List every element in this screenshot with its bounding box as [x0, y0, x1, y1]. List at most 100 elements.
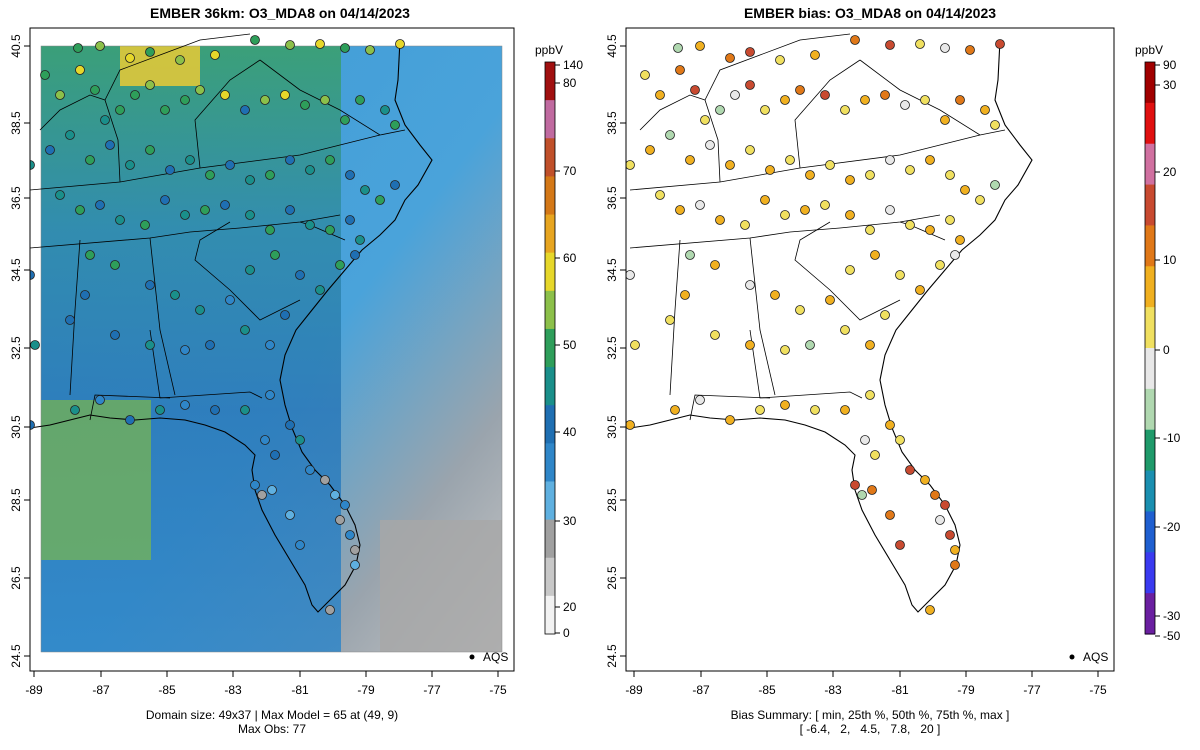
- right-map: -89 -87 -85 -83 -81 -79 -77 -75 40.5 38.5 36.5 34.…: [605, 27, 1115, 697]
- station-bias-marker: [825, 295, 835, 305]
- state-boundary: [194, 221, 301, 321]
- station-bias-marker: [820, 200, 830, 210]
- colorbar-swatch: [1145, 266, 1155, 308]
- station-bias-marker: [915, 39, 925, 49]
- station-bias-marker: [885, 40, 895, 50]
- colorbar-tick-label: -10: [1163, 431, 1181, 445]
- station-bias-marker: [805, 170, 815, 180]
- station-marker: [130, 90, 140, 100]
- colorbar-tick-label: 80: [563, 76, 577, 90]
- left-colorbar: ppbV 140 80 70 60 50 40 30 20 0: [535, 43, 583, 640]
- x-tick-label: -89: [25, 683, 43, 697]
- station-marker: [340, 115, 350, 125]
- colorbar-swatch: [1145, 307, 1155, 349]
- colorbar-swatch: [1145, 429, 1155, 472]
- left-map-title: EMBER 36km: O3_MDA8 on 04/14/2023: [150, 5, 410, 21]
- station-bias-marker: [675, 205, 685, 215]
- model-grey-ocean-patch: [380, 520, 502, 652]
- colorbar-tick-label: -20: [1163, 520, 1181, 534]
- station-bias-marker: [845, 210, 855, 220]
- station-marker: [280, 310, 290, 320]
- station-bias-marker: [925, 225, 935, 235]
- state-boundary: [669, 239, 681, 396]
- station-marker: [280, 90, 290, 100]
- station-marker: [70, 405, 80, 415]
- station-bias-marker: [655, 190, 665, 200]
- y-tick-label: 28.5: [605, 488, 619, 512]
- station-bias-marker: [865, 225, 875, 235]
- station-bias-marker: [940, 115, 950, 125]
- station-marker: [175, 55, 185, 65]
- station-marker: [65, 315, 75, 325]
- station-bias-marker: [995, 39, 1005, 49]
- y-tick-label: 26.5: [605, 566, 619, 590]
- station-bias-marker: [880, 90, 890, 100]
- station-marker: [257, 490, 267, 500]
- station-bias-marker: [885, 155, 895, 165]
- x-tick-label: -89: [625, 683, 643, 697]
- left-map: -89 -87 -85 -83 -81 -79 -77 -75 40.5 38.5 36.5 34.…: [9, 27, 515, 697]
- station-bias-marker: [695, 41, 705, 51]
- state-boundary: [759, 33, 851, 56]
- station-bias-marker: [715, 215, 725, 225]
- station-bias-marker: [745, 280, 755, 290]
- colorbar-tick-label: 20: [1163, 165, 1177, 179]
- station-marker: [260, 95, 270, 105]
- colorbar-tick-label: 10: [1163, 253, 1177, 267]
- station-marker: [205, 170, 215, 180]
- colorbar-swatch: [1145, 593, 1155, 635]
- station-bias-marker: [895, 435, 905, 445]
- station-marker: [390, 120, 400, 130]
- station-marker: [73, 43, 83, 53]
- station-bias-marker: [990, 180, 1000, 190]
- station-bias-marker: [760, 105, 770, 115]
- y-tick-label: 36.5: [9, 186, 23, 210]
- station-bias-marker: [925, 605, 935, 615]
- colorbar-tick-label: 90: [1163, 58, 1177, 72]
- station-bias-marker: [685, 250, 695, 260]
- station-marker: [225, 160, 235, 170]
- station-marker: [245, 210, 255, 220]
- right-colorbar: ppbV 90 30 20 10 0 -10 -20 -30 -50: [1135, 43, 1181, 643]
- station-marker: [250, 35, 260, 45]
- station-marker: [90, 85, 100, 95]
- station-bias-marker: [975, 195, 985, 205]
- station-marker: [285, 155, 295, 165]
- station-marker: [375, 195, 385, 205]
- colorbar-tick-label: 20: [563, 600, 577, 614]
- x-tick-label: -87: [692, 683, 710, 697]
- station-bias-marker: [965, 45, 975, 55]
- station-bias-marker: [955, 235, 965, 245]
- station-marker: [300, 100, 310, 110]
- station-bias-marker: [740, 220, 750, 230]
- colorbar-swatch: [545, 290, 555, 330]
- colorbar-tick-label: 40: [563, 425, 577, 439]
- station-marker: [160, 105, 170, 115]
- x-tick-label: -85: [758, 683, 776, 697]
- station-marker: [285, 510, 295, 520]
- station-bias-marker: [945, 530, 955, 540]
- station-bias-marker: [805, 340, 815, 350]
- colorbar-swatch: [545, 367, 555, 406]
- y-tick-label: 26.5: [9, 566, 23, 590]
- colorbar-tick-label: -50: [1163, 629, 1181, 643]
- x-tick-label: -87: [92, 683, 110, 697]
- station-marker: [205, 340, 215, 350]
- state-boundary: [629, 129, 1006, 191]
- station-bias-marker: [775, 55, 785, 65]
- station-marker: [30, 160, 35, 170]
- station-marker: [210, 405, 220, 415]
- station-marker: [265, 225, 275, 235]
- y-tick-label: 30.5: [605, 415, 619, 439]
- aqs-legend-marker: [1069, 654, 1075, 660]
- station-marker: [85, 250, 95, 260]
- station-bias-marker: [857, 490, 867, 500]
- station-marker: [270, 250, 280, 260]
- station-bias-marker: [850, 35, 860, 45]
- station-bias-marker: [825, 160, 835, 170]
- station-marker: [65, 130, 75, 140]
- station-bias-marker: [905, 465, 915, 475]
- colorbar-swatch: [1145, 143, 1155, 186]
- station-bias-marker: [867, 485, 877, 495]
- left-plot-frame: [29, 27, 515, 672]
